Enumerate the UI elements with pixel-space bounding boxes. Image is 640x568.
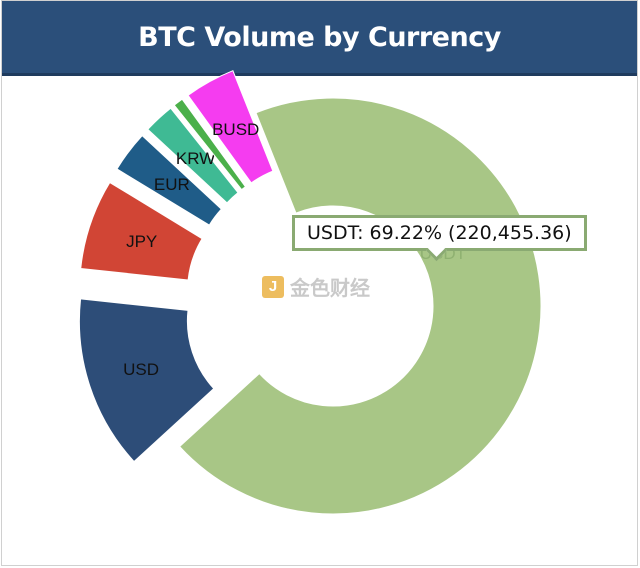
chart-header: BTC Volume by Currency [2, 1, 637, 76]
slice-unlabeled[interactable] [173, 98, 247, 191]
slice-krw[interactable] [147, 107, 239, 204]
slice-usd[interactable] [78, 298, 215, 463]
slice-busd[interactable] [187, 70, 274, 184]
slice-jpy[interactable] [80, 181, 203, 281]
slice-label-krw: KRW [176, 149, 215, 168]
slice-usdt[interactable] [178, 97, 542, 515]
watermark: J 金色财经 [262, 272, 370, 301]
watermark-logo-icon: J [262, 275, 284, 298]
slice-label-usd: USD [123, 360, 159, 379]
chart-title: BTC Volume by Currency [138, 21, 501, 53]
slice-label-eur: EUR [154, 175, 190, 194]
chart-tooltip: USDT: 69.22% (220,455.36) [292, 215, 587, 251]
watermark-text: 金色财经 [290, 276, 370, 300]
slice-eur[interactable] [116, 134, 223, 226]
slice-label-jpy: JPY [126, 232, 157, 251]
slice-label-busd: BUSD [212, 120, 259, 139]
